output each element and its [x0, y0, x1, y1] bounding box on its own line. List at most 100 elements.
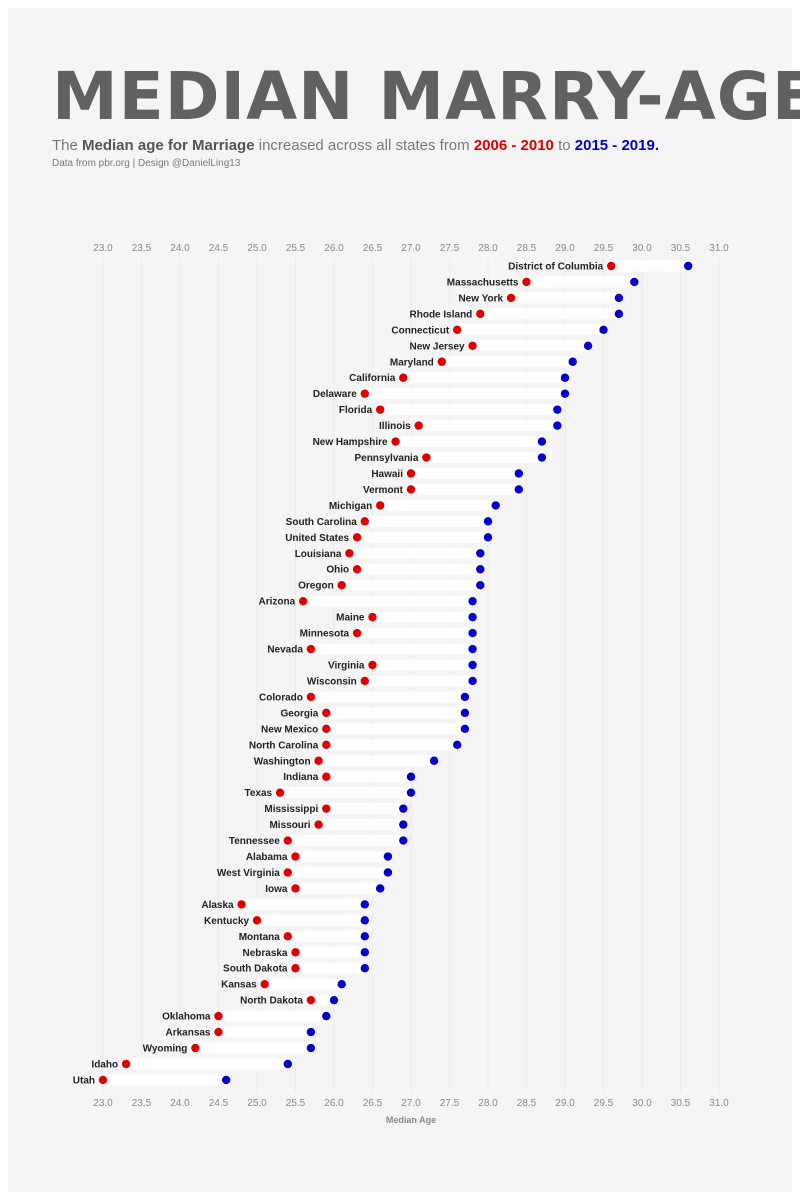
row-track: [310, 994, 334, 1006]
state-label: Mississippi: [264, 804, 318, 815]
point-2006-2010: [291, 948, 300, 957]
x-tick-label-bottom: 26.0: [324, 1098, 344, 1109]
row-track: [218, 1010, 327, 1022]
row-track: [295, 882, 381, 894]
point-2015-2019: [553, 405, 562, 414]
point-2015-2019: [483, 533, 493, 542]
point-2015-2019: [283, 1059, 292, 1069]
x-tick-label-top: 25.0: [247, 243, 267, 254]
point-2006-2010: [252, 916, 262, 925]
state-label: Virginia: [328, 661, 365, 672]
row-track: [287, 930, 365, 942]
point-2015-2019: [306, 1043, 316, 1053]
point-2006-2010: [406, 469, 416, 478]
point-2006-2010: [306, 692, 316, 702]
point-2006-2010: [291, 884, 300, 893]
state-label: Arizona: [259, 597, 296, 608]
state-label: Delaware: [313, 389, 357, 400]
point-2006-2010: [214, 1027, 223, 1037]
row-track: [310, 643, 473, 655]
point-2006-2010: [337, 581, 346, 590]
point-2015-2019: [560, 373, 570, 382]
row-track: [303, 595, 473, 607]
state-label: New Jersey: [410, 341, 465, 352]
point-2006-2010: [607, 261, 616, 271]
row-track: [472, 340, 589, 352]
point-2006-2010: [414, 421, 423, 430]
x-tick-label-bottom: 29.0: [555, 1098, 575, 1109]
state-label: Illinois: [379, 421, 411, 432]
state-label: Vermont: [363, 485, 404, 496]
row-track: [310, 691, 465, 703]
point-2015-2019: [468, 660, 477, 670]
state-label: Hawaii: [371, 469, 403, 480]
point-2015-2019: [322, 1011, 331, 1021]
state-label: Rhode Island: [410, 309, 473, 320]
row-track: [318, 819, 404, 831]
x-axis-top: 23.0 23.5 24.0 24.5 25.0 25.5 26.0 26.5 27.0 27.5…: [93, 243, 729, 254]
state-label: Massachusetts: [447, 277, 519, 288]
point-2015-2019: [560, 389, 570, 398]
point-2015-2019: [630, 277, 639, 287]
point-2015-2019: [537, 437, 547, 446]
x-tick-label-bottom: 26.5: [363, 1098, 383, 1109]
point-2006-2010: [121, 1059, 131, 1069]
point-2006-2010: [322, 708, 331, 718]
subtitle-prefix: The: [52, 137, 83, 154]
row-track: [341, 579, 481, 591]
x-tick-label-top: 27.5: [440, 243, 460, 254]
point-2006-2010: [437, 357, 446, 366]
state-label: Kansas: [221, 980, 257, 991]
x-tick-label-top: 28.0: [478, 243, 498, 254]
subtitle-range-2006-2010: 2006 - 2010: [473, 137, 554, 154]
x-tick-label-bottom: 23.5: [132, 1098, 152, 1109]
point-2006-2010: [376, 501, 385, 510]
state-label: North Dakota: [240, 996, 303, 1007]
x-tick-label-top: 30.0: [632, 243, 652, 254]
state-label: California: [349, 373, 396, 384]
point-2006-2010: [345, 549, 354, 558]
row-track: [326, 723, 465, 735]
state-label: Missouri: [269, 820, 310, 831]
state-label: Indiana: [283, 772, 318, 783]
row-track: [526, 276, 635, 288]
point-2015-2019: [376, 884, 385, 893]
point-2006-2010: [352, 565, 362, 574]
point-2006-2010: [422, 453, 431, 462]
row-track: [372, 659, 473, 671]
state-label: Utah: [73, 1075, 95, 1086]
credit-line: Data from pbr.org | Design @DanielLing13: [52, 158, 241, 169]
state-label: Wyoming: [143, 1044, 188, 1055]
state-label: Connecticut: [391, 325, 449, 336]
state-label: District of Columbia: [508, 262, 603, 273]
data-marks: [98, 261, 693, 1085]
row-track: [364, 515, 488, 527]
state-labels: District of Columbia Massachusetts New Yor…: [73, 262, 604, 1087]
x-tick-label-bottom: 24.0: [170, 1098, 190, 1109]
point-2006-2010: [306, 995, 316, 1005]
row-track: [295, 851, 388, 863]
point-2006-2010: [506, 293, 516, 303]
point-2015-2019: [468, 596, 477, 606]
point-2006-2010: [322, 804, 331, 813]
x-tick-label-top: 27.0: [401, 243, 421, 254]
point-2015-2019: [460, 692, 470, 702]
state-label: Alaska: [201, 900, 234, 911]
x-tick-label-top: 28.5: [517, 243, 537, 254]
state-label: South Carolina: [286, 517, 358, 528]
state-label: Nevada: [267, 645, 303, 656]
point-2015-2019: [537, 453, 547, 462]
x-tick-label-top: 24.5: [209, 243, 229, 254]
row-track: [395, 436, 542, 448]
state-label: Pennsylvania: [354, 453, 418, 464]
point-2015-2019: [429, 756, 439, 765]
row-track: [287, 866, 388, 878]
x-tick-label-top: 23.5: [132, 243, 152, 254]
point-2006-2010: [406, 485, 416, 494]
point-2015-2019: [614, 293, 624, 303]
subtitle-range-2015-2019: 2015 - 2019.: [574, 137, 660, 154]
point-2015-2019: [483, 517, 493, 526]
row-track: [218, 1026, 311, 1038]
row-track: [611, 260, 689, 272]
